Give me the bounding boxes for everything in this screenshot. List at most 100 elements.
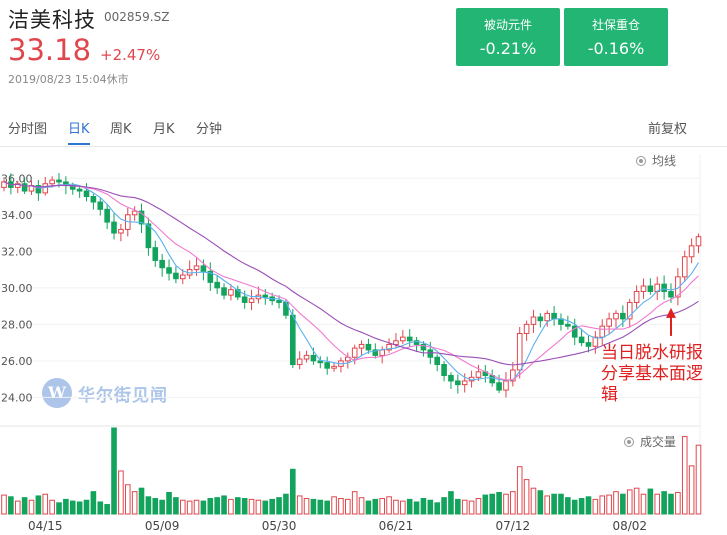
candle-body: [331, 365, 337, 369]
candle-body: [544, 312, 551, 322]
annotation-text: 分享基本面逻: [601, 364, 703, 384]
candle-body: [613, 312, 619, 320]
volume-bar: [413, 501, 420, 515]
volume-bar: [262, 500, 269, 515]
candle-body: [489, 374, 496, 384]
volume-bar: [234, 497, 241, 515]
adjust-toggle[interactable]: 前复权: [647, 122, 687, 137]
volume-bar: [379, 498, 385, 515]
x-tick-label: 07/12: [496, 519, 531, 533]
tab-daily-k[interactable]: 日K: [68, 122, 90, 137]
radio-dot-icon: [636, 156, 646, 166]
candle-body: [496, 382, 502, 391]
volume-bar: [111, 427, 117, 515]
tab-weekly-k[interactable]: 周K: [110, 122, 132, 137]
volume-bar: [179, 499, 186, 515]
candle-body: [49, 179, 55, 185]
tab-minute[interactable]: 分钟: [196, 122, 223, 137]
volume-bar: [406, 498, 413, 515]
volume-bar: [695, 444, 702, 515]
candle-body: [592, 336, 599, 347]
candle-body: [262, 294, 269, 298]
volume-bar: [537, 490, 544, 515]
candle-body: [626, 301, 633, 320]
volume-bar: [173, 497, 179, 515]
y-tick-label: 30.00: [1, 282, 33, 295]
volume-bar: [283, 493, 289, 515]
volume-toggle-label: 成交量: [640, 435, 677, 449]
ma-toggle[interactable]: 均线: [636, 152, 676, 169]
candle-body: [145, 223, 152, 249]
candle-body: [56, 179, 62, 183]
candle-body: [207, 270, 214, 283]
candle-body: [606, 318, 612, 327]
volume-toggle[interactable]: 成交量: [624, 433, 676, 450]
volume-bar: [633, 487, 640, 515]
volume-bar: [255, 499, 262, 515]
volume-bar: [647, 488, 654, 515]
candle-body: [441, 364, 447, 376]
candle-body: [516, 332, 523, 371]
quote-time: 2019/08/23 15:04休市: [8, 73, 129, 86]
volume-bar: [90, 491, 97, 515]
tab-monthly-k[interactable]: 月K: [153, 122, 175, 137]
candle-body: [228, 289, 234, 296]
candle-body: [448, 374, 454, 382]
volume-bar: [83, 499, 90, 515]
volume-bar: [358, 497, 365, 515]
volume-bar: [42, 493, 49, 515]
annotation-text: 辑: [601, 385, 618, 405]
candle-body: [173, 272, 179, 280]
candle-body: [633, 290, 640, 303]
candle-body: [111, 221, 117, 234]
candle-body: [523, 323, 530, 334]
candle-body: [372, 349, 379, 356]
candle-body: [510, 369, 516, 382]
watermark-text: 华尔街见闻: [78, 385, 168, 406]
volume-bar: [475, 498, 482, 515]
volume-bar: [393, 499, 399, 515]
volume-bar: [63, 498, 69, 515]
candle-body: [413, 340, 420, 345]
candle-body: [661, 283, 667, 292]
candle-body: [537, 316, 544, 322]
sector-badge-social-security[interactable]: 社保重仓 -0.16%: [564, 8, 668, 66]
candle-body: [565, 323, 571, 327]
volume-bar: [221, 495, 227, 515]
volume-bar: [193, 499, 200, 515]
volume-bar: [668, 493, 674, 515]
candle-body: [620, 312, 626, 320]
volume-bar: [76, 501, 83, 515]
volume-bar: [461, 499, 468, 515]
volume-bar: [585, 496, 592, 515]
volume-bar: [496, 492, 502, 515]
volume-bar: [303, 498, 310, 515]
candle-body: [221, 287, 227, 296]
volume-bar: [138, 487, 145, 515]
candle-body: [386, 343, 392, 351]
volume-bar: [688, 465, 695, 515]
badge-label: 社保重仓: [591, 18, 640, 32]
volume-bar: [28, 499, 35, 515]
sector-badge-passive-components[interactable]: 被动元件 -0.21%: [456, 8, 560, 66]
candle-body: [640, 285, 647, 292]
volume-bar: [482, 494, 489, 515]
volume-bar: [620, 493, 626, 515]
tab-intraday[interactable]: 分时图: [8, 122, 48, 137]
y-tick-label: 24.00: [1, 391, 33, 404]
volume-bar: [118, 470, 124, 515]
volume-bar: [606, 494, 612, 515]
volume-bar: [455, 498, 461, 515]
volume-bar: [372, 498, 379, 515]
candle-body: [42, 183, 49, 194]
candle-body: [303, 354, 310, 360]
stock-price: 33.18: [8, 33, 92, 67]
volume-bar: [338, 498, 344, 515]
volume-bar: [523, 479, 530, 515]
volume-bar: [21, 497, 28, 515]
volume-bar: [228, 498, 234, 515]
candle-body: [393, 340, 399, 345]
candle-body: [455, 380, 461, 386]
candle-body: [90, 196, 97, 203]
